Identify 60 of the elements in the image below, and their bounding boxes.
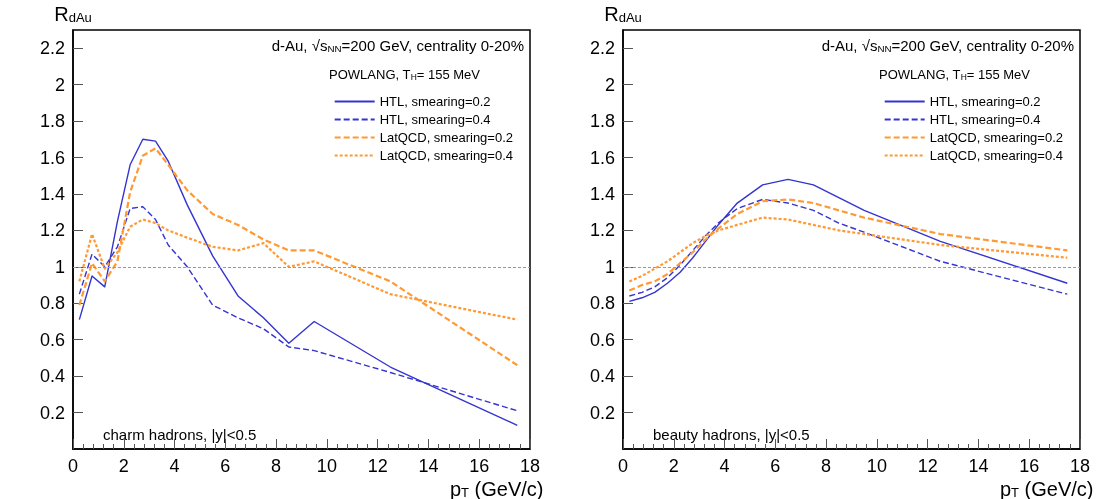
y-tick-label: 0.6 (589, 329, 615, 350)
x-tick-label: 8 (271, 456, 282, 476)
x-tick-label: 4 (169, 456, 180, 476)
x-tick-label: 14 (418, 456, 439, 476)
annotation: d-Au, √sNN=200 GeV, centrality 0-20% (821, 37, 1075, 54)
x-tick-label: 18 (519, 456, 541, 476)
x-tick-label: 12 (367, 456, 388, 476)
x-tick-label: 16 (1019, 456, 1040, 476)
y-tick-label: 2 (604, 74, 615, 95)
annotation: charm hadrons, |y|<0.5 (103, 426, 257, 443)
legend-label: HTL, smearing=0.4 (379, 112, 491, 127)
x-tick-label: 16 (469, 456, 490, 476)
y-tick-label: 0.6 (39, 329, 65, 350)
y-tick-label: 1.4 (39, 183, 65, 204)
x-tick-label: 10 (316, 456, 337, 476)
y-tick-label: 1 (604, 256, 615, 277)
x-tick-label: 0 (617, 456, 629, 476)
legend-label: LatQCD, smearing=0.4 (379, 148, 514, 163)
x-tick-label: 6 (220, 456, 231, 476)
legend-label: LatQCD, smearing=0.2 (379, 130, 514, 145)
line-series (78, 147, 519, 367)
y-axis-title: RdAu (604, 3, 642, 25)
y-tick-label: 0.4 (39, 366, 65, 387)
legend-label: HTL, smearing=0.2 (929, 94, 1041, 109)
legend-label: HTL, smearing=0.2 (379, 94, 491, 109)
x-tick-label: 10 (866, 456, 887, 476)
y-tick-label: 2.2 (39, 38, 65, 59)
y-tick-label: 1.2 (589, 220, 615, 241)
y-tick-label: 1.2 (39, 220, 65, 241)
x-tick-label: 4 (719, 456, 730, 476)
y-tick-label: 0.2 (589, 402, 615, 423)
x-tick-label: 2 (668, 456, 679, 476)
legend-label: LatQCD, smearing=0.4 (929, 148, 1064, 163)
y-tick-label: 1.6 (39, 147, 65, 168)
y-tick-label: 0.8 (39, 293, 65, 314)
y-tick-label: 1 (54, 256, 65, 277)
legend-title: POWLANG, TH= 155 MeV (329, 67, 481, 82)
y-tick-label: 1.8 (39, 111, 65, 132)
x-tick-label: 14 (968, 456, 989, 476)
annotation: d-Au, √sNN=200 GeV, centrality 0-20% (271, 37, 525, 54)
y-tick-label: 1.6 (589, 147, 615, 168)
y-axis-title: RdAu (54, 3, 92, 25)
legend-label: LatQCD, smearing=0.2 (929, 130, 1064, 145)
x-tick-label: 6 (770, 456, 781, 476)
y-tick-label: 0.2 (39, 402, 65, 423)
y-tick-label: 0.8 (589, 293, 615, 314)
annotation: beauty hadrons, |y|<0.5 (653, 426, 810, 443)
y-tick-label: 1.8 (589, 111, 615, 132)
legend-label: HTL, smearing=0.4 (929, 112, 1041, 127)
x-tick-label: 2 (118, 456, 129, 476)
x-tick-label: 0 (67, 456, 79, 476)
y-tick-label: 2.2 (589, 38, 615, 59)
legend-title: POWLANG, TH= 155 MeV (879, 67, 1031, 82)
y-tick-label: 1.4 (589, 183, 615, 204)
x-tick-label: 8 (821, 456, 832, 476)
x-tick-label: 12 (917, 456, 938, 476)
y-tick-label: 0.4 (589, 366, 615, 387)
x-tick-label: 18 (1069, 456, 1091, 476)
line-series (628, 178, 1069, 303)
y-tick-label: 2 (54, 74, 65, 95)
